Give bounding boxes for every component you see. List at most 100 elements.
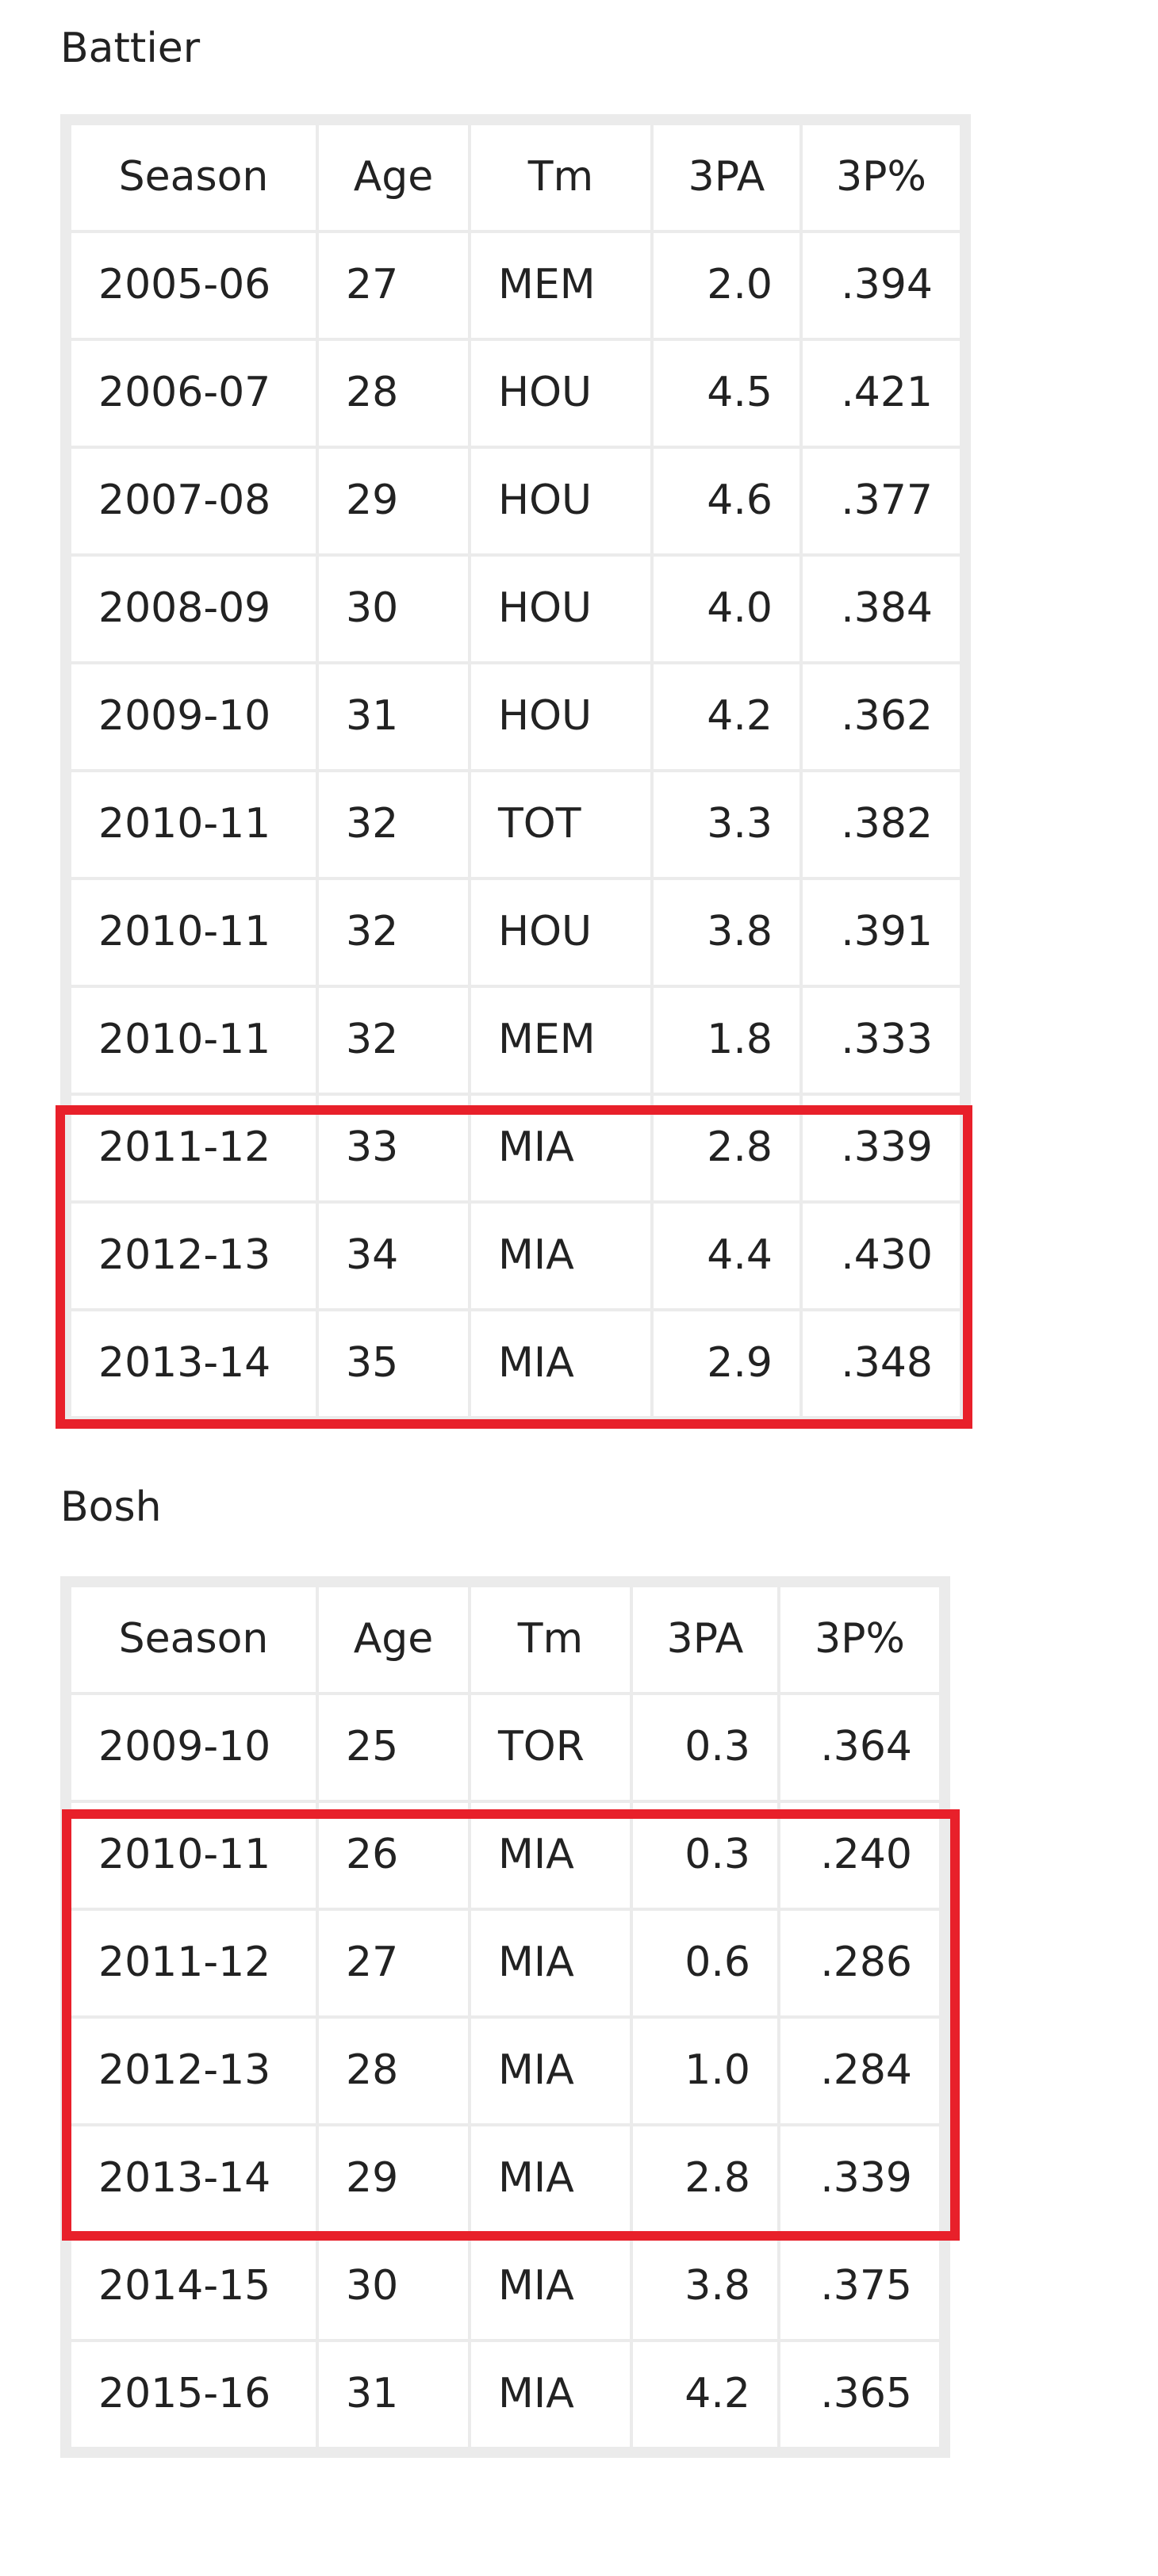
cell bbox=[468, 2339, 633, 2450]
cell bbox=[777, 2231, 942, 2342]
cell-text: MIA bbox=[498, 2370, 574, 2417]
cell bbox=[68, 985, 319, 1096]
cell bbox=[316, 985, 471, 1096]
cell bbox=[630, 1908, 780, 2019]
cell-text: 31 bbox=[346, 2370, 398, 2417]
cell-text: TOT bbox=[497, 800, 581, 848]
cell-text: 4.5 bbox=[707, 369, 773, 416]
column-header: 3P% bbox=[815, 1615, 905, 1663]
cell-text: 3.8 bbox=[684, 2262, 750, 2310]
cell-text: 0.3 bbox=[684, 1723, 750, 1770]
cell bbox=[777, 1584, 942, 1695]
cell bbox=[468, 1200, 654, 1311]
cell bbox=[799, 769, 963, 880]
cell-text: 29 bbox=[346, 477, 398, 524]
column-header: 3P% bbox=[836, 153, 926, 201]
cell-text: 30 bbox=[346, 584, 398, 632]
cell bbox=[468, 1308, 654, 1419]
cell-text: MIA bbox=[498, 1231, 574, 1279]
cell bbox=[316, 1584, 471, 1695]
cell bbox=[799, 985, 963, 1096]
cell-text: 4.2 bbox=[684, 2370, 750, 2417]
cell-text: .339 bbox=[841, 1123, 933, 1171]
cell-text: .348 bbox=[841, 1339, 933, 1387]
cell bbox=[799, 661, 963, 772]
cell bbox=[799, 877, 963, 988]
cell bbox=[316, 1800, 471, 1911]
cell bbox=[777, 2015, 942, 2126]
cell-text: 2012-13 bbox=[98, 1231, 270, 1279]
cell bbox=[777, 2123, 942, 2234]
cell-text: 2011-12 bbox=[98, 1939, 270, 1986]
cell bbox=[650, 338, 803, 449]
cell-text: 2.8 bbox=[707, 1123, 773, 1171]
cell-text: 25 bbox=[346, 1723, 398, 1770]
cell bbox=[468, 2015, 633, 2126]
cell bbox=[316, 553, 471, 664]
table-title: Battier bbox=[60, 25, 201, 72]
cell bbox=[630, 1800, 780, 1911]
cell bbox=[799, 338, 963, 449]
cell-text: .421 bbox=[841, 369, 933, 416]
cell bbox=[68, 1200, 319, 1311]
cell-text: 32 bbox=[346, 1016, 398, 1063]
cell bbox=[316, 446, 471, 557]
cell-text: 2010-11 bbox=[98, 1831, 270, 1878]
cell-text: 30 bbox=[346, 2262, 398, 2310]
cell-text: 2007-08 bbox=[98, 477, 270, 524]
cell-text: 2011-12 bbox=[98, 1123, 270, 1171]
cell-text: 1.8 bbox=[707, 1016, 773, 1063]
cell-text: .284 bbox=[820, 2046, 912, 2094]
cell bbox=[777, 1908, 942, 2019]
cell-text: 33 bbox=[346, 1123, 398, 1171]
cell-text: 2009-10 bbox=[98, 692, 270, 740]
column-header: Season bbox=[119, 1615, 269, 1663]
cell-text: 2006-07 bbox=[98, 369, 270, 416]
cell-text: 31 bbox=[346, 692, 398, 740]
cell-text: 3.3 bbox=[707, 800, 773, 848]
cell-text: 29 bbox=[346, 2154, 398, 2202]
cell bbox=[68, 553, 319, 664]
cell bbox=[68, 2231, 319, 2342]
cell-text: 28 bbox=[346, 2046, 398, 2094]
cell-text: .240 bbox=[820, 1831, 912, 1878]
cell bbox=[630, 2123, 780, 2234]
cell-text: 2015-16 bbox=[98, 2370, 270, 2417]
cell bbox=[650, 122, 803, 233]
cell bbox=[316, 2231, 471, 2342]
cell-text: .339 bbox=[820, 2154, 912, 2202]
cell-text: 4.4 bbox=[707, 1231, 773, 1279]
cell bbox=[68, 1908, 319, 2019]
cell-text: 2009-10 bbox=[98, 1723, 270, 1770]
cell-text: 0.6 bbox=[684, 1939, 750, 1986]
cell-text: 26 bbox=[346, 1831, 398, 1878]
cell-text: 2012-13 bbox=[98, 2046, 270, 2094]
cell bbox=[316, 661, 471, 772]
cell bbox=[799, 446, 963, 557]
cell-text: 32 bbox=[346, 908, 398, 955]
cell-text: 2013-14 bbox=[98, 2154, 270, 2202]
cell-text: MIA bbox=[498, 2154, 574, 2202]
cell-text: MIA bbox=[498, 1123, 574, 1171]
cell-text: HOU bbox=[498, 908, 592, 955]
cell bbox=[650, 661, 803, 772]
cell-text: MIA bbox=[498, 1339, 574, 1387]
cell bbox=[68, 661, 319, 772]
table-title: Bosh bbox=[60, 1483, 162, 1531]
cell bbox=[316, 230, 471, 341]
column-header: Age bbox=[354, 153, 434, 201]
cell bbox=[68, 1584, 319, 1695]
cell-text: 2014-15 bbox=[98, 2262, 270, 2310]
cell bbox=[630, 2015, 780, 2126]
cell-text: .286 bbox=[820, 1939, 912, 1986]
cell-text: 2013-14 bbox=[98, 1339, 270, 1387]
cell-text: 3.8 bbox=[707, 908, 773, 955]
cell bbox=[468, 553, 654, 664]
cell bbox=[316, 769, 471, 880]
cell bbox=[799, 1308, 963, 1419]
cell-text: MEM bbox=[498, 261, 596, 308]
cell-text: HOU bbox=[498, 369, 592, 416]
cell-text: .375 bbox=[820, 2262, 912, 2310]
cell-text: MIA bbox=[498, 2262, 574, 2310]
